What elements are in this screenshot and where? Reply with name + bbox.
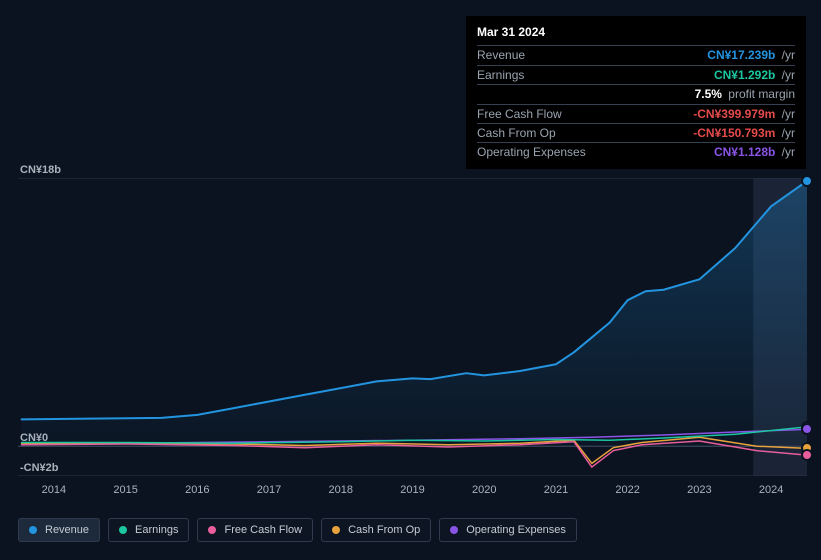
y-axis-label: CN¥18b [20, 164, 61, 176]
x-axis-tick: 2016 [185, 484, 209, 496]
tooltip-row-value: 7.5% profit margin [695, 87, 795, 101]
tooltip-row: Cash From Op -CN¥150.793m /yr [477, 123, 795, 142]
x-axis-tick: 2014 [42, 484, 66, 496]
x-axis-tick: 2018 [329, 484, 353, 496]
legend-item-cfo[interactable]: Cash From Op [321, 518, 431, 542]
legend-item-earnings[interactable]: Earnings [108, 518, 189, 542]
x-axis: 2014 2015 2016 2017 2018 2019 2020 2021 2022 2023… [18, 484, 807, 498]
tooltip-row-label: Free Cash Flow [477, 107, 562, 121]
tooltip-row: Earnings CN¥1.292b /yr [477, 65, 795, 84]
legend-item-label: Cash From Op [348, 524, 420, 536]
legend: Revenue Earnings Free Cash Flow Cash From O… [18, 518, 577, 542]
tooltip-row: Operating Expenses CN¥1.128b /yr [477, 142, 795, 161]
legend-item-revenue[interactable]: Revenue [18, 518, 100, 542]
x-axis-tick: 2019 [400, 484, 424, 496]
x-axis-tick: 2022 [615, 484, 639, 496]
tooltip-row-value: -CN¥399.979m /yr [693, 107, 795, 121]
legend-item-label: Free Cash Flow [224, 524, 302, 536]
revenue-color-icon [29, 526, 37, 534]
tooltip-row-value: -CN¥150.793m /yr [693, 126, 795, 140]
tooltip-date: Mar 31 2024 [477, 21, 795, 45]
legend-item-opex[interactable]: Operating Expenses [439, 518, 577, 542]
legend-item-label: Revenue [45, 524, 89, 536]
tooltip-row: .7.5% profit margin [477, 84, 795, 103]
x-axis-tick: 2024 [759, 484, 783, 496]
earnings-color-icon [119, 526, 127, 534]
series-marker [801, 449, 813, 461]
tooltip-row: Revenue CN¥17.239b /yr [477, 45, 795, 64]
tooltip-row-label: Earnings [477, 68, 524, 82]
tooltip-row: Free Cash Flow -CN¥399.979m /yr [477, 104, 795, 123]
x-axis-tick: 2017 [257, 484, 281, 496]
cfo-color-icon [332, 526, 340, 534]
financials-chart[interactable] [18, 178, 807, 476]
tooltip-row-value: CN¥1.128b /yr [714, 145, 795, 159]
tooltip-row-label: Cash From Op [477, 126, 556, 140]
opex-color-icon [450, 526, 458, 534]
fcf-color-icon [208, 526, 216, 534]
tooltip-row-label: Revenue [477, 48, 525, 62]
tooltip-row-label: Operating Expenses [477, 145, 586, 159]
x-axis-tick: 2021 [544, 484, 568, 496]
tooltip-row-value: CN¥1.292b /yr [714, 68, 795, 82]
series-marker [801, 175, 813, 187]
x-axis-tick: 2015 [113, 484, 137, 496]
legend-item-label: Earnings [135, 524, 178, 536]
series-marker [801, 423, 813, 435]
tooltip-row-value: CN¥17.239b /yr [707, 48, 795, 62]
legend-item-label: Operating Expenses [466, 524, 566, 536]
legend-item-fcf[interactable]: Free Cash Flow [197, 518, 313, 542]
chart-tooltip: Mar 31 2024 Revenue CN¥17.239b /yr Earning… [466, 16, 806, 169]
x-axis-tick: 2020 [472, 484, 496, 496]
x-axis-tick: 2023 [687, 484, 711, 496]
